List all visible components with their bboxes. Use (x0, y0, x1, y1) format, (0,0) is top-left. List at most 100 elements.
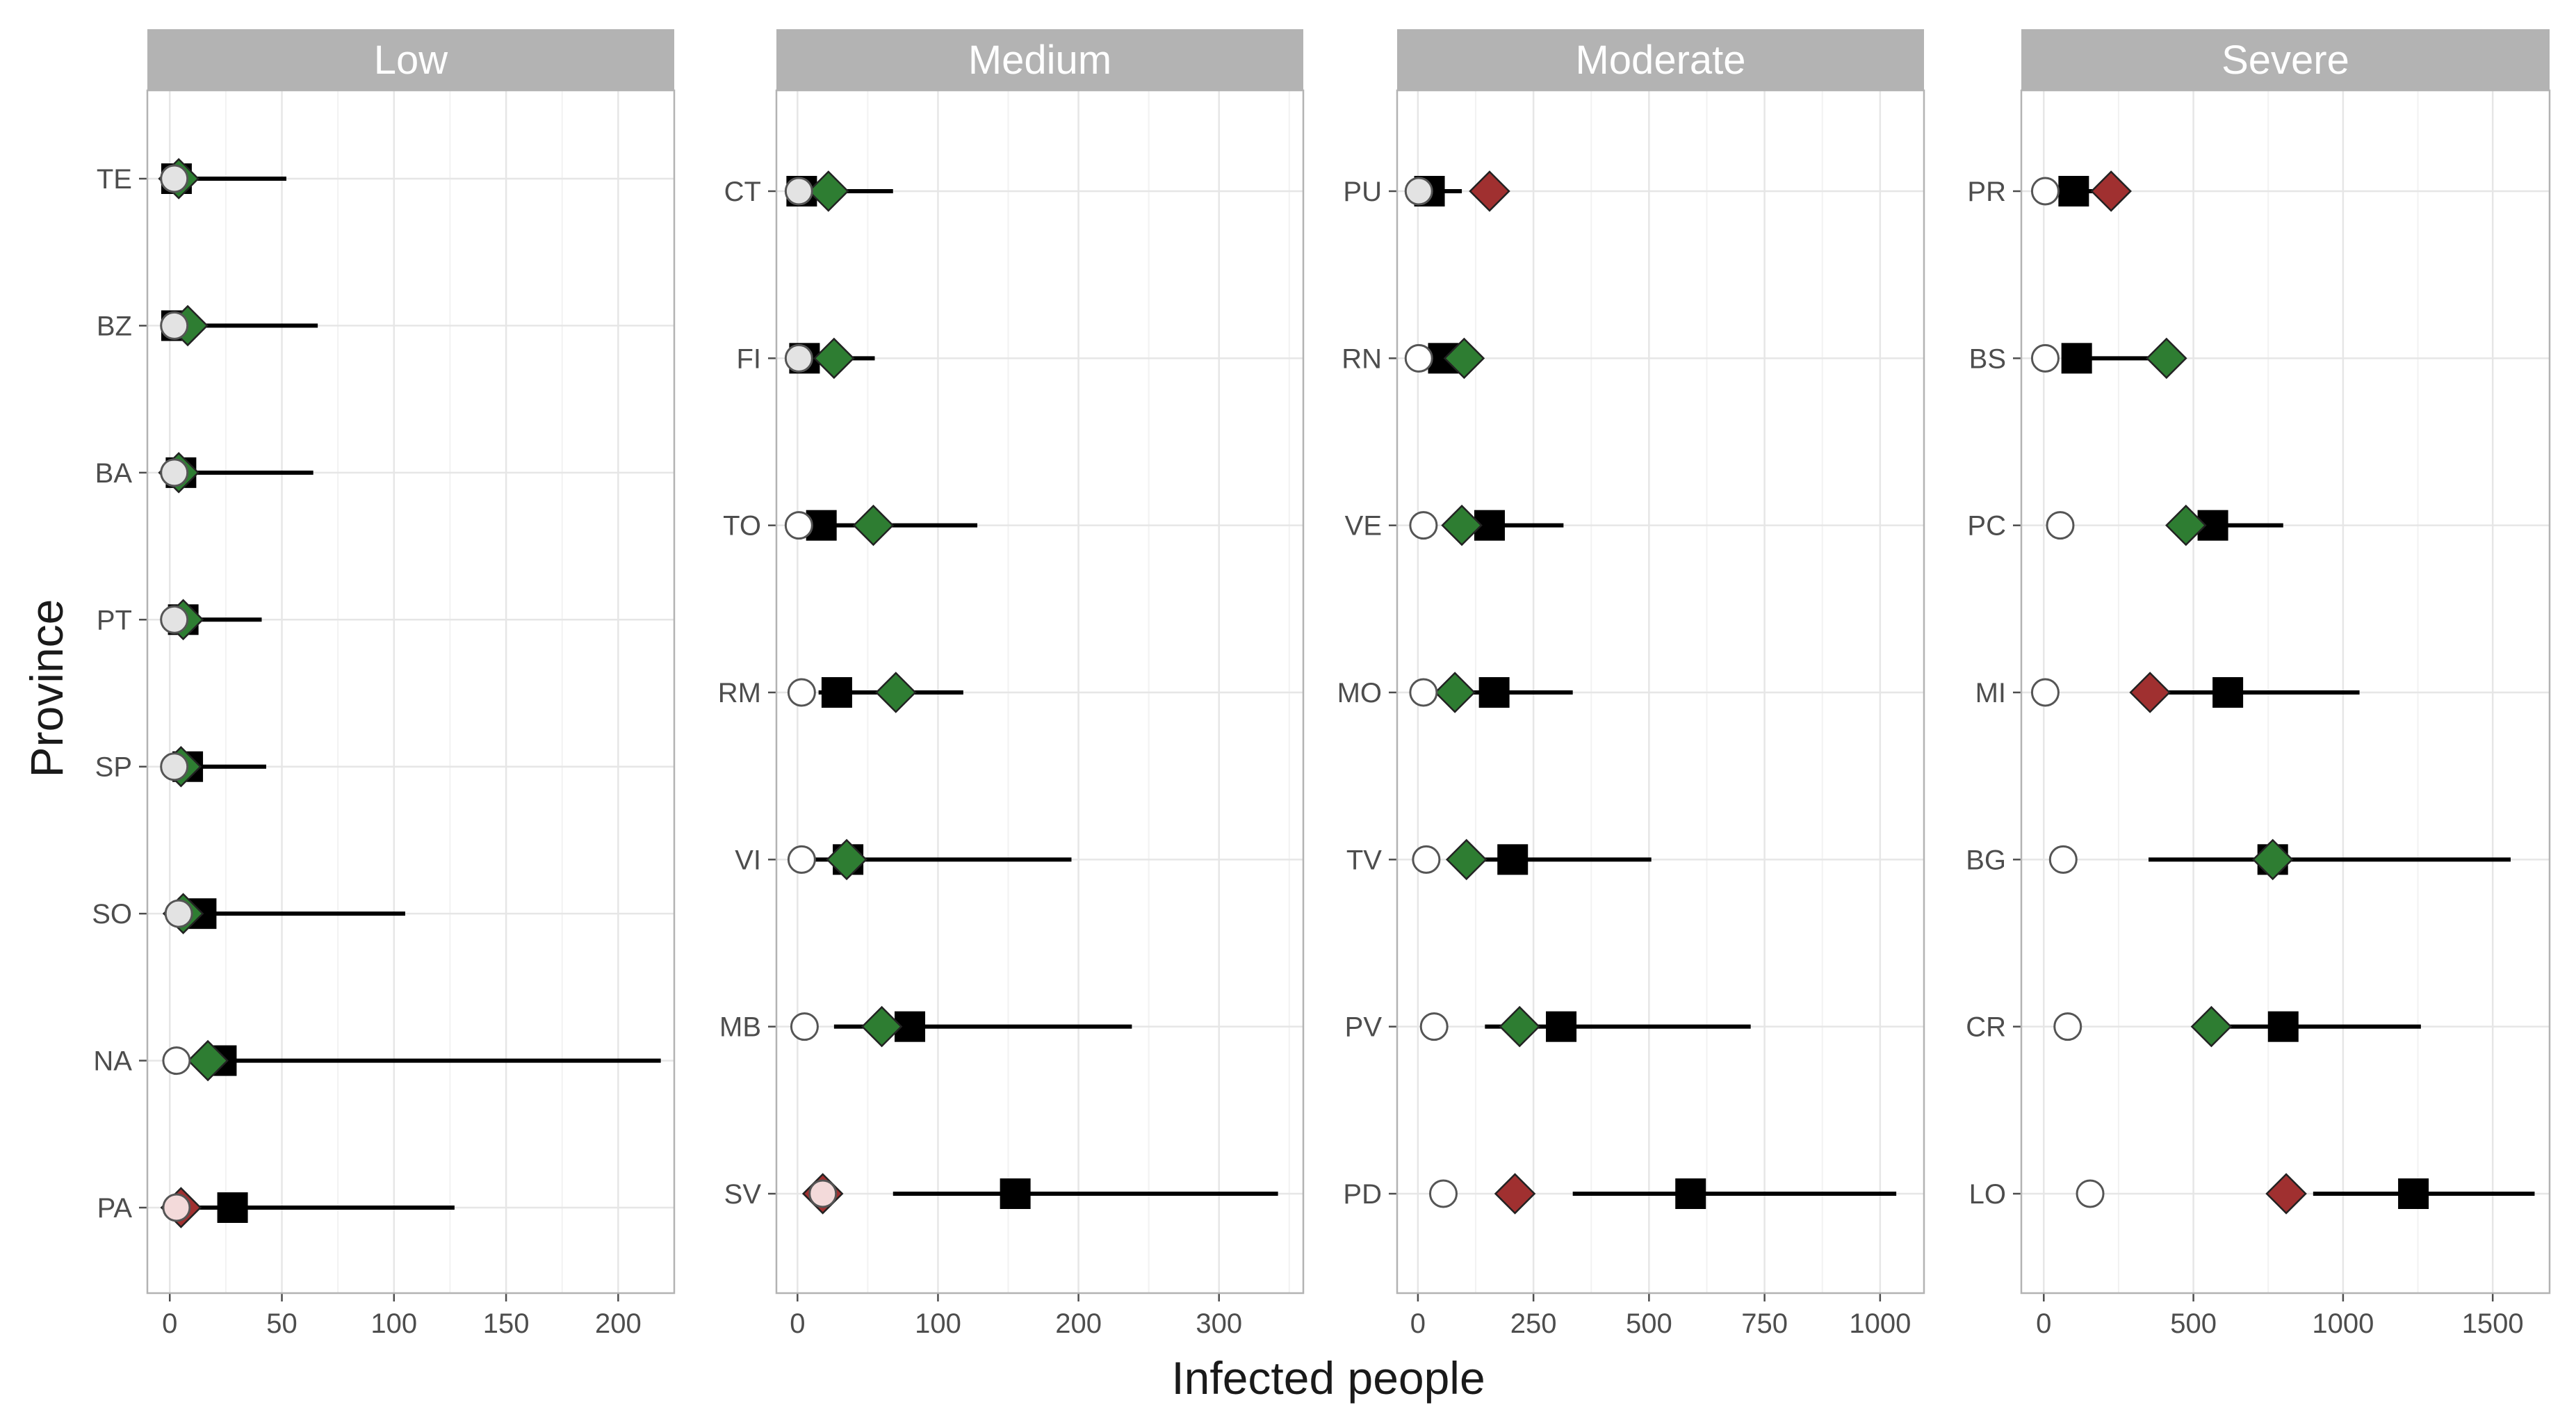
circle-marker (164, 899, 193, 928)
square-marker (821, 677, 852, 708)
row-bz: BZ (97, 305, 674, 347)
diamond-marker (808, 170, 849, 212)
circle-marker (1404, 343, 1433, 373)
row-pu: PU (1343, 170, 1924, 212)
facet-low: Low 0 50 100 150 200 TE BZ BA PT SP SO NA PA (92, 29, 676, 1339)
panel-border (2020, 89, 2551, 1295)
facet-severe: Severe 0 500 1000 1500 PR BS PC MI BG CR LO (1966, 29, 2551, 1339)
row-fi: FI (736, 337, 1303, 380)
row-sv: SV (724, 1173, 1303, 1215)
square-marker (2267, 1011, 2299, 1042)
row-pr: PR (1967, 170, 2550, 212)
row-pc: PC (1967, 504, 2550, 546)
y-tick-label: MI (1975, 678, 2006, 708)
row-bs: BS (1969, 337, 2550, 380)
row-cr: CR (1966, 1005, 2550, 1048)
facet-strip-label: Medium (968, 38, 1111, 83)
facet-strip (147, 29, 674, 90)
y-tick-label: VE (1345, 511, 1382, 542)
diamond-marker (1434, 672, 1476, 713)
row-ct: CT (724, 170, 1303, 212)
square-marker (1546, 1011, 1577, 1042)
row-pd: PD (1343, 1173, 1924, 1215)
panel-background (147, 90, 674, 1293)
circle-marker (160, 311, 189, 340)
y-tick-label: PR (1967, 177, 2006, 207)
circle-marker (808, 1179, 838, 1208)
diamond-marker (813, 337, 855, 380)
circle-marker (1409, 511, 1438, 540)
circle-marker (787, 845, 816, 874)
circle-marker (2076, 1179, 2105, 1208)
facet-medium: Medium 0 100 200 300 CT FI TO RM VI MB SV (718, 29, 1305, 1339)
y-tick-label: MO (1337, 678, 1382, 708)
y-tick-label: TO (723, 511, 761, 542)
square-marker (1478, 677, 1510, 708)
circle-marker (2053, 1012, 2082, 1041)
y-tick-label: SP (95, 752, 132, 783)
y-tick-label: BG (1966, 845, 2006, 875)
diamond-marker (2251, 838, 2294, 881)
row-sp: SP (95, 745, 674, 788)
square-marker (2398, 1178, 2429, 1209)
x-tick-label: 1500 (2462, 1308, 2524, 1339)
circle-marker (790, 1012, 819, 1041)
diamond-marker (852, 504, 895, 546)
x-tick-label: 0 (2036, 1308, 2051, 1339)
x-axis-title: Infected people (1171, 1352, 1485, 1404)
circle-marker (2048, 845, 2078, 874)
diamond-marker (1443, 337, 1485, 380)
diamond-marker (826, 838, 867, 881)
diamond-marker (1494, 1173, 1536, 1215)
facets: Low 0 50 100 150 200 TE BZ BA PT SP SO NA PA Medium 0 10… (92, 29, 2551, 1339)
diamond-marker (187, 1039, 229, 1082)
diamond-marker (1469, 170, 1510, 212)
panel-border (1396, 89, 1925, 1295)
row-rn: RN (1342, 337, 1924, 380)
y-tick-label: RN (1342, 343, 1382, 374)
y-tick-label: PV (1345, 1012, 1383, 1043)
row-te: TE (97, 158, 674, 200)
row-tv: TV (1346, 838, 1924, 881)
diamond-marker (2165, 504, 2207, 546)
facet-strip-label: Low (374, 38, 449, 83)
row-so: SO (92, 893, 674, 934)
circle-marker (2030, 343, 2060, 373)
facet-moderate: Moderate 0 250 500 750 1000 PU RN VE MO TV PV PD (1337, 29, 1925, 1339)
x-tick-label: 100 (370, 1308, 417, 1339)
y-tick-label: PD (1343, 1179, 1382, 1210)
diamond-marker (2090, 170, 2132, 212)
y-axis-title: Province (21, 599, 72, 778)
circle-marker (784, 177, 813, 206)
y-tick-label: NA (93, 1046, 132, 1077)
facet-strip (1397, 29, 1924, 90)
circle-marker (784, 511, 813, 540)
circle-marker (1419, 1012, 1449, 1041)
y-tick-label: PC (1967, 511, 2006, 542)
row-pv: PV (1345, 1005, 1924, 1048)
facet-strip (2021, 29, 2550, 90)
row-mo: MO (1337, 672, 1924, 713)
x-tick-label: 1000 (2312, 1308, 2374, 1339)
x-tick-label: 50 (266, 1308, 297, 1339)
circle-marker (160, 605, 189, 634)
circle-marker (2030, 177, 2060, 206)
y-tick-label: CR (1966, 1012, 2006, 1043)
x-tick-label: 750 (1741, 1308, 1788, 1339)
square-marker (1000, 1178, 1031, 1209)
diamond-marker (2190, 1005, 2233, 1048)
diamond-marker (2146, 337, 2187, 380)
diamond-marker (2265, 1173, 2307, 1215)
row-lo: LO (1969, 1173, 2550, 1215)
circle-marker (160, 164, 189, 193)
y-tick-label: SV (724, 1179, 762, 1210)
diamond-marker (1445, 838, 1487, 881)
y-tick-label: PT (97, 605, 132, 635)
square-marker (2058, 176, 2089, 206)
circle-marker (160, 458, 189, 487)
row-mb: MB (719, 1005, 1303, 1048)
circle-marker (1412, 845, 1441, 874)
y-tick-label: FI (736, 343, 761, 374)
x-tick-label: 100 (915, 1308, 961, 1339)
